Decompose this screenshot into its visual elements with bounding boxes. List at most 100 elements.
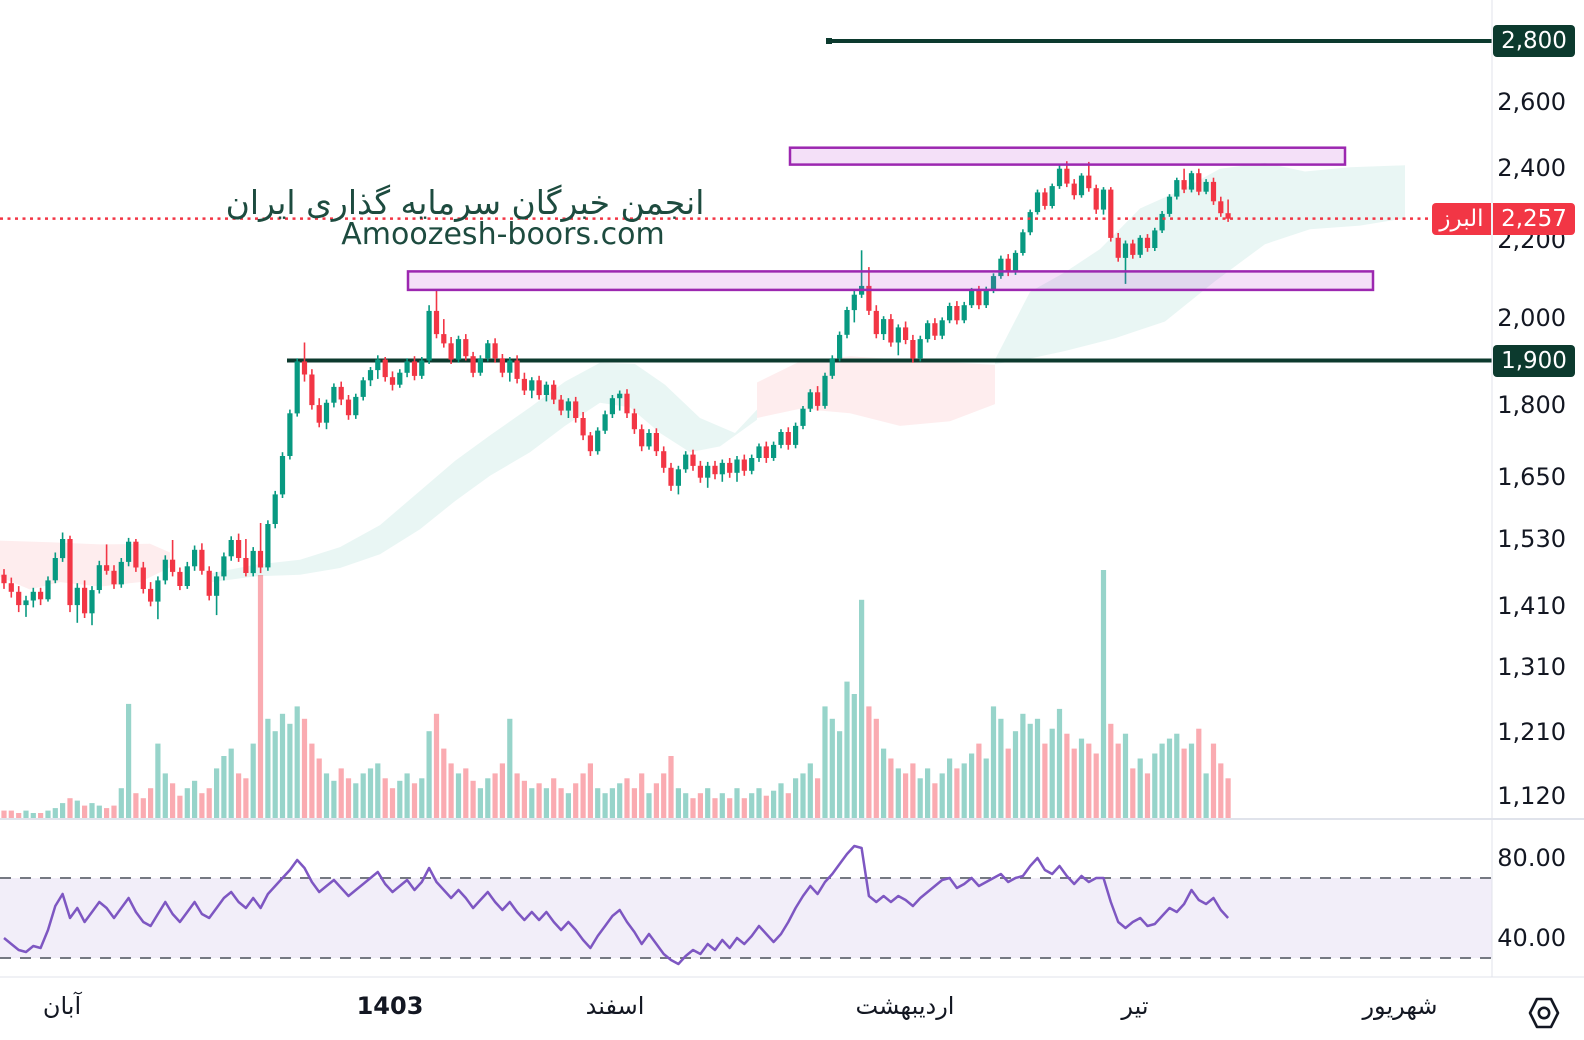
volume-bar (1174, 733, 1180, 818)
candle-body (316, 405, 322, 423)
candle-body (441, 334, 447, 344)
time-tick-label: شهریور (1362, 992, 1438, 1020)
candle-body (433, 310, 440, 335)
candle-body (741, 459, 747, 471)
candle-body (1056, 168, 1063, 187)
candle-body (463, 339, 469, 357)
volume-bar (932, 783, 938, 818)
supply-zone-box[interactable] (788, 146, 1347, 166)
volume-bar (309, 743, 315, 818)
volume-bar (565, 793, 571, 818)
volume-bar (155, 743, 161, 818)
volume-bar (617, 783, 623, 818)
candle-body (148, 588, 154, 602)
volume-bar (969, 753, 975, 818)
volume-bar (939, 773, 945, 818)
volume-bar (1115, 743, 1121, 818)
candle-body (492, 343, 498, 359)
candle-body (419, 360, 425, 376)
volume-bar (250, 743, 256, 818)
volume-bar (104, 808, 110, 818)
volume-bar (485, 778, 491, 818)
candle-body (1122, 243, 1129, 258)
volume-bar (89, 803, 95, 818)
volume-bar (382, 778, 388, 818)
volume-bar (895, 768, 901, 818)
candle-body (580, 418, 586, 436)
volume-bar (661, 773, 667, 818)
volume-bar (228, 748, 234, 818)
volume-bar (844, 681, 850, 818)
price-level-badge: 2,800 (1493, 25, 1575, 57)
last-price-badge: 2,257 (1493, 202, 1575, 235)
volume-bar (668, 756, 674, 818)
volume-bar (375, 763, 381, 818)
candle-body (573, 401, 579, 418)
candle-body (800, 408, 806, 426)
candle-body (8, 583, 14, 592)
rsi-tick-label: 40.00 (1497, 924, 1566, 952)
hexagon-logo-icon[interactable] (1526, 994, 1562, 1032)
volume-bar (888, 758, 894, 818)
volume-bar (712, 798, 718, 818)
volume-bar (338, 768, 344, 818)
volume-bar (778, 783, 784, 818)
volume-bar (1093, 753, 1099, 818)
candle-body (257, 550, 264, 568)
candle-body (338, 386, 344, 400)
candle-body (382, 359, 388, 378)
volume-bar (45, 810, 51, 818)
volume-bar (793, 778, 799, 818)
candle-body (514, 360, 520, 379)
candle-body (969, 290, 975, 306)
candle-body (45, 580, 51, 600)
ichimoku-cloud (995, 162, 1405, 364)
volume-bar (756, 788, 762, 818)
candle-body (1196, 173, 1202, 192)
price-tick-label: 2,600 (1497, 88, 1566, 117)
candle-body (837, 334, 843, 359)
candle-body (690, 454, 696, 466)
price-tick-label: 1,310 (1497, 652, 1566, 681)
volume-bar (749, 793, 755, 818)
candle-body (309, 374, 315, 406)
candle-body (162, 559, 168, 581)
volume-bar (741, 798, 747, 818)
volume-bar (1122, 733, 1129, 818)
volume-bar (837, 731, 843, 818)
volume-bar (529, 788, 535, 818)
volume-bar (998, 718, 1004, 818)
volume-bar (184, 788, 190, 818)
volume-bar (1210, 743, 1217, 818)
volume-bar (734, 788, 740, 818)
supply-zone-box[interactable] (406, 270, 1375, 292)
candle-body (719, 462, 725, 475)
volume-bar (265, 718, 271, 818)
volume-bar (1027, 723, 1033, 818)
candle-body (646, 433, 652, 447)
candle-body (866, 285, 872, 311)
candle-body (1174, 180, 1180, 197)
candle-body (345, 399, 352, 416)
line-start-marker (826, 38, 832, 44)
volume-bar (947, 758, 953, 818)
volume-bar (214, 768, 220, 818)
volume-bar (1152, 753, 1158, 818)
volume-bar (448, 763, 454, 818)
volume-bar (23, 810, 29, 818)
volume-bar (1020, 713, 1026, 818)
candle-body (477, 358, 483, 373)
candle-body (675, 469, 681, 486)
volume-bar (573, 783, 579, 818)
candle-body (170, 559, 176, 572)
candle-body (426, 310, 432, 361)
volume-bar (206, 788, 212, 818)
candle-body (917, 339, 923, 359)
volume-bar (624, 778, 630, 818)
volume-bar (133, 793, 139, 818)
candle-body (565, 401, 571, 411)
volume-bar (807, 763, 813, 818)
volume-bar (771, 790, 777, 818)
candle-body (543, 384, 549, 395)
